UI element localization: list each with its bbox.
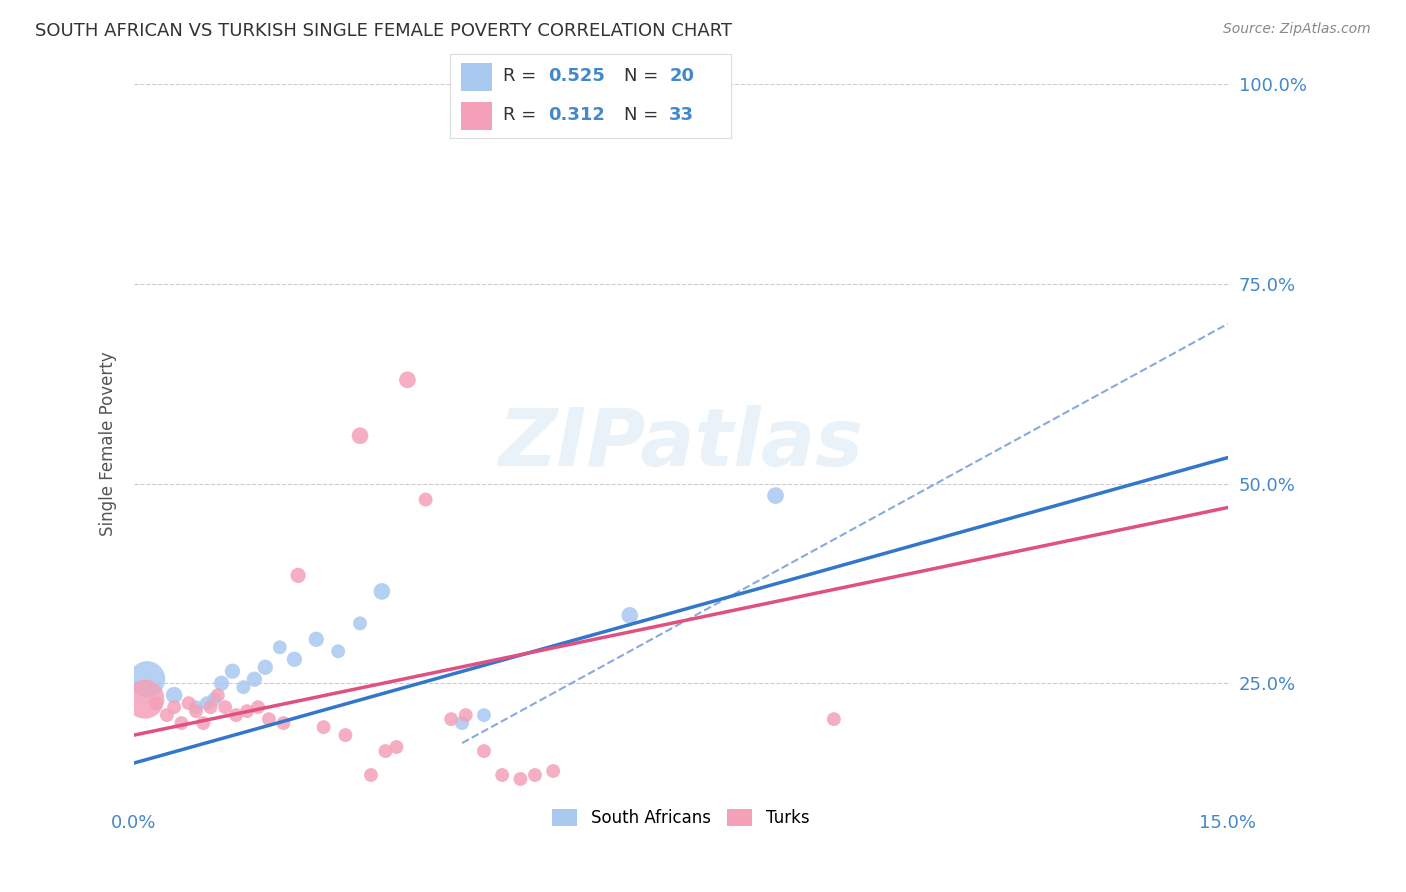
Point	[335, 728, 357, 742]
Point	[509, 772, 531, 786]
Point	[371, 584, 394, 599]
Point	[823, 712, 845, 726]
Point	[360, 768, 382, 782]
Point	[349, 428, 371, 442]
Text: R =: R =	[503, 106, 543, 124]
Point	[195, 696, 218, 710]
Point	[243, 672, 266, 686]
Point	[257, 712, 280, 726]
Text: ZIPatlas: ZIPatlas	[498, 405, 863, 483]
Point	[184, 704, 207, 718]
Point	[283, 652, 305, 666]
Point	[232, 680, 254, 694]
Point	[472, 744, 495, 758]
Point	[349, 616, 371, 631]
Point	[170, 716, 193, 731]
Point	[415, 492, 437, 507]
Text: 0.525: 0.525	[548, 68, 605, 86]
Text: N =: N =	[624, 106, 664, 124]
Point	[312, 720, 335, 734]
Point	[765, 489, 787, 503]
Point	[287, 568, 309, 582]
Point	[177, 696, 200, 710]
Point	[523, 768, 546, 782]
Point	[202, 692, 225, 706]
Text: Source: ZipAtlas.com: Source: ZipAtlas.com	[1223, 22, 1371, 37]
Point	[163, 700, 186, 714]
FancyBboxPatch shape	[461, 102, 492, 130]
Point	[134, 692, 156, 706]
Point	[273, 716, 295, 731]
Point	[156, 708, 179, 723]
Text: SOUTH AFRICAN VS TURKISH SINGLE FEMALE POVERTY CORRELATION CHART: SOUTH AFRICAN VS TURKISH SINGLE FEMALE P…	[35, 22, 733, 40]
Point	[136, 672, 159, 686]
Point	[385, 740, 408, 755]
Point	[236, 704, 259, 718]
Point	[451, 716, 474, 731]
Text: 33: 33	[669, 106, 695, 124]
Point	[374, 744, 396, 758]
Point	[440, 712, 463, 726]
Point	[491, 768, 513, 782]
Point	[328, 644, 350, 658]
Point	[225, 708, 247, 723]
Text: R =: R =	[503, 68, 543, 86]
Point	[619, 608, 641, 623]
Point	[145, 696, 167, 710]
Point	[305, 632, 328, 647]
Y-axis label: Single Female Poverty: Single Female Poverty	[100, 351, 117, 536]
Text: 0.312: 0.312	[548, 106, 605, 124]
Point	[207, 688, 229, 702]
Point	[541, 764, 564, 778]
Point	[214, 700, 236, 714]
Point	[221, 664, 243, 678]
Point	[396, 373, 419, 387]
Text: N =: N =	[624, 68, 664, 86]
Point	[163, 688, 186, 702]
Point	[472, 708, 495, 723]
Point	[211, 676, 233, 690]
Point	[193, 716, 215, 731]
Point	[246, 700, 269, 714]
Point	[184, 700, 207, 714]
Point	[454, 708, 477, 723]
FancyBboxPatch shape	[461, 62, 492, 91]
Point	[200, 700, 222, 714]
Text: 20: 20	[669, 68, 695, 86]
Point	[269, 640, 291, 655]
Point	[254, 660, 277, 674]
Legend: South Africans, Turks: South Africans, Turks	[546, 803, 815, 834]
